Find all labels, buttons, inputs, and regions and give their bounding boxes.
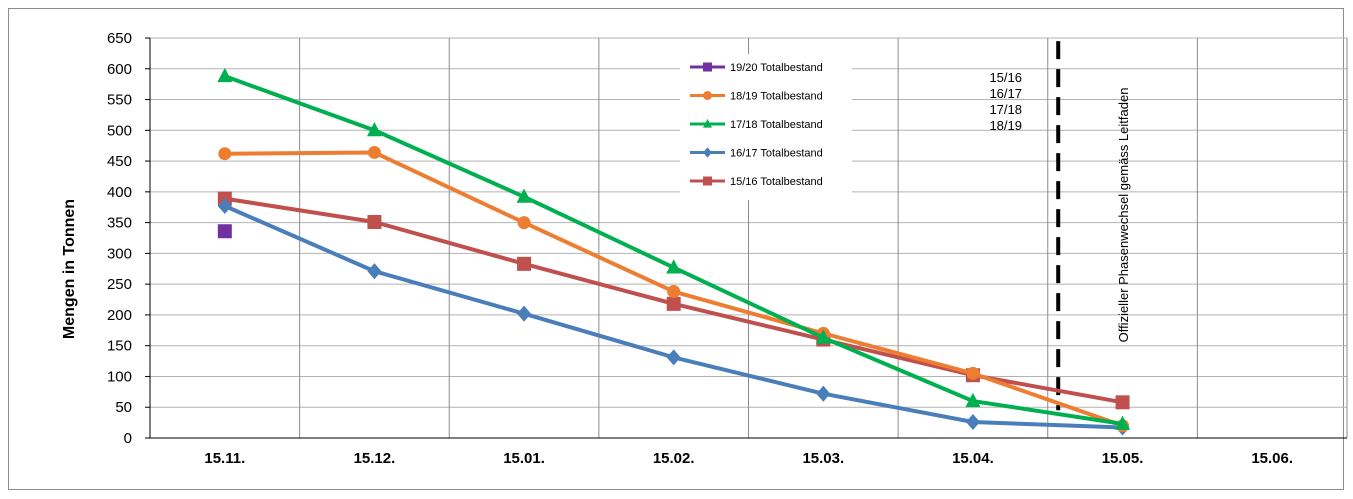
x-tick-label: 15.12. xyxy=(354,450,396,467)
y-tick-label: 650 xyxy=(107,30,132,47)
data-point-diamond xyxy=(517,305,532,322)
y-tick-label: 550 xyxy=(107,92,132,109)
season-label: 15/16 xyxy=(989,70,1022,85)
data-point-square xyxy=(217,224,232,239)
data-point-circle xyxy=(218,147,232,161)
y-tick-label: 200 xyxy=(107,307,132,324)
data-point-circle xyxy=(517,216,531,230)
x-tick-label: 15.06. xyxy=(1251,450,1293,467)
series-group xyxy=(217,67,1131,436)
series-19-20 xyxy=(217,224,232,239)
data-point-diamond xyxy=(965,413,980,431)
legend-label: 19/20 Totalbestand xyxy=(730,62,823,74)
data-point-triangle xyxy=(366,122,382,137)
legend-label: 18/19 Totalbestand xyxy=(730,91,823,103)
y-tick-label: 400 xyxy=(107,184,132,201)
data-point-square xyxy=(703,62,712,72)
season-label: 17/18 xyxy=(989,102,1022,117)
data-point-triangle xyxy=(965,392,981,408)
data-point-circle xyxy=(703,91,712,100)
x-tick-label: 15.02. xyxy=(653,450,695,467)
y-axis-label: Mengen in Tonnen xyxy=(61,199,78,339)
x-tick-label: 15.05. xyxy=(1102,450,1144,467)
series-18-19 xyxy=(218,145,1130,433)
series-line xyxy=(224,204,1123,430)
data-point-circle xyxy=(667,285,681,299)
data-point-square xyxy=(367,215,382,229)
y-tick-label: 100 xyxy=(107,368,132,385)
series-16-17 xyxy=(217,197,1130,436)
y-tick-label: 50 xyxy=(115,399,132,416)
y-tick-label: 500 xyxy=(107,122,132,139)
x-tick-label: 15.04. xyxy=(952,450,994,467)
data-point-triangle xyxy=(217,67,233,83)
series-line xyxy=(224,74,1123,426)
y-tick-label: 300 xyxy=(107,245,132,262)
data-point-triangle xyxy=(516,188,532,203)
data-point-triangle xyxy=(1115,415,1131,430)
data-point-diamond xyxy=(816,385,831,402)
data-point-diamond xyxy=(703,147,712,158)
series-17-18 xyxy=(217,67,1131,430)
data-point-square xyxy=(517,256,532,271)
data-point-triangle xyxy=(703,119,712,128)
season-label: 18/19 xyxy=(989,118,1022,133)
legend-label: 17/18 Totalbestand xyxy=(730,119,823,131)
data-point-circle xyxy=(367,145,381,159)
y-tick-label: 450 xyxy=(107,153,132,170)
legend: 19/20 Totalbestand 18/19 Totalbestand 17/1… xyxy=(680,54,852,200)
season-label: 16/17 xyxy=(989,86,1022,101)
y-tick-label: 150 xyxy=(107,338,132,355)
data-point-triangle xyxy=(815,329,831,344)
legend-label: 16/17 Totalbestand xyxy=(730,148,823,160)
data-point-diamond xyxy=(217,197,232,215)
data-point-square xyxy=(666,296,681,311)
data-point-square xyxy=(703,176,712,186)
y-tick-label: 600 xyxy=(107,61,132,78)
data-point-square xyxy=(1115,395,1130,410)
data-point-triangle xyxy=(666,259,682,274)
axes xyxy=(149,38,1347,439)
phase-change-label: Offizieller Phasenwechsel gemäss Leitfad… xyxy=(1116,88,1131,343)
x-tick-label: 15.11. xyxy=(204,450,245,467)
x-axis-ticks: 15.11. 15.12. 15.01. 15.02. 15.03. 15.04. 15.0… xyxy=(204,450,1293,467)
legend-label: 15/16 Totalbestand xyxy=(730,176,823,188)
y-tick-label: 0 xyxy=(124,430,132,447)
chart-frame xyxy=(8,8,1344,490)
y-tick-label: 350 xyxy=(107,215,132,232)
data-point-diamond xyxy=(367,263,382,280)
y-tick-label: 250 xyxy=(107,276,132,293)
x-tick-label: 15.03. xyxy=(802,450,844,467)
y-axis-ticks: 0 50 100 150 200 250 300 350 400 450 500 550 600 650 xyxy=(107,30,150,447)
data-point-circle xyxy=(966,366,980,380)
x-tick-label: 15.01. xyxy=(503,450,545,467)
data-point-diamond xyxy=(666,349,681,366)
